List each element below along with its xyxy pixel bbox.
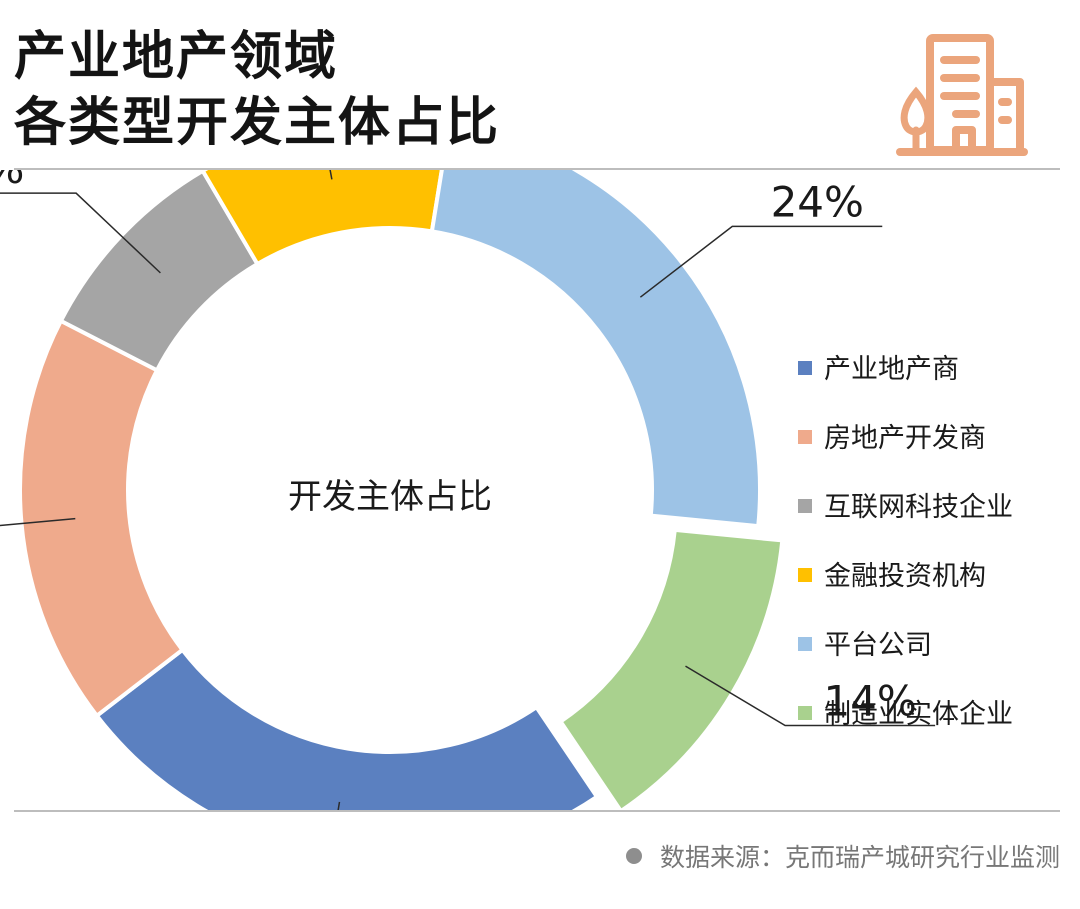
legend-swatch-4 <box>798 568 812 582</box>
legend-label-6: 制造业实体企业 <box>824 699 1013 730</box>
slice-5-data-label: 24% <box>771 177 864 226</box>
slice-2-wedge <box>18 318 186 719</box>
legend-label-5: 平台公司 <box>824 630 932 661</box>
data-source-text: 数据来源：克而瑞产城研究行业监测 <box>659 843 1060 872</box>
slice-6-leader-line <box>685 665 936 727</box>
bottom-divider <box>14 810 1060 812</box>
slice-4-wedge <box>200 170 444 267</box>
slice-1-wedge <box>94 647 600 810</box>
slice-6-data-label: 14% <box>823 677 916 726</box>
slice-3-leader-line <box>0 192 161 274</box>
data-source: 数据来源：克而瑞产城研究行业监测 <box>556 836 1060 876</box>
slice-3-data-label: 9% <box>0 170 24 193</box>
title-line-1: 产业地产领域 <box>14 27 339 87</box>
page-title: 产业地产领域 各类型开发主体占比 <box>14 24 500 156</box>
slice-6-wedge <box>557 527 785 810</box>
donut-chart: 24%18%9%11%24%14% 开发主体占比 产业地产商房地产开发商互联网科… <box>0 170 1013 810</box>
center-label: 开发主体占比 <box>288 477 492 517</box>
slice-5-wedge <box>429 170 762 529</box>
legend-label-2: 房地产开发商 <box>824 423 986 454</box>
legend-label-1: 产业地产商 <box>824 354 959 385</box>
legend-label-4: 金融投资机构 <box>824 561 986 592</box>
title-line-2: 各类型开发主体占比 <box>14 93 501 153</box>
legend-label-3: 互联网科技企业 <box>824 492 1013 523</box>
legend-swatch-2 <box>798 430 812 444</box>
legend-swatch-6 <box>798 706 812 720</box>
bullet-icon <box>625 848 642 864</box>
legend-swatch-3 <box>798 499 812 513</box>
slice-5-leader-line <box>639 225 883 298</box>
legend-swatch-5 <box>798 637 812 651</box>
slice-2-leader-line <box>0 517 76 527</box>
legend-swatch-1 <box>798 361 812 375</box>
top-divider <box>14 168 1060 170</box>
building-icon <box>896 34 1028 156</box>
